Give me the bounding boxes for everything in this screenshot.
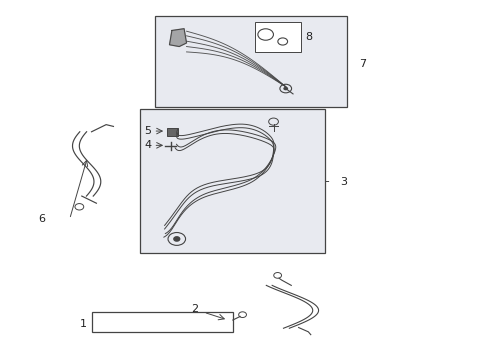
Text: 4: 4: [145, 140, 151, 150]
Bar: [92, 312, 233, 332]
Text: 8: 8: [305, 32, 312, 42]
Text: 1: 1: [80, 319, 87, 329]
Polygon shape: [170, 29, 187, 46]
Circle shape: [283, 87, 288, 90]
Text: 2: 2: [192, 303, 199, 314]
Bar: [167, 128, 178, 136]
Text: 6: 6: [38, 214, 45, 224]
Bar: [155, 16, 347, 107]
Bar: [140, 109, 325, 253]
Text: 3: 3: [340, 177, 347, 187]
Bar: [255, 22, 301, 52]
Text: 5: 5: [145, 126, 151, 136]
Text: 7: 7: [360, 59, 367, 69]
Circle shape: [174, 237, 180, 241]
